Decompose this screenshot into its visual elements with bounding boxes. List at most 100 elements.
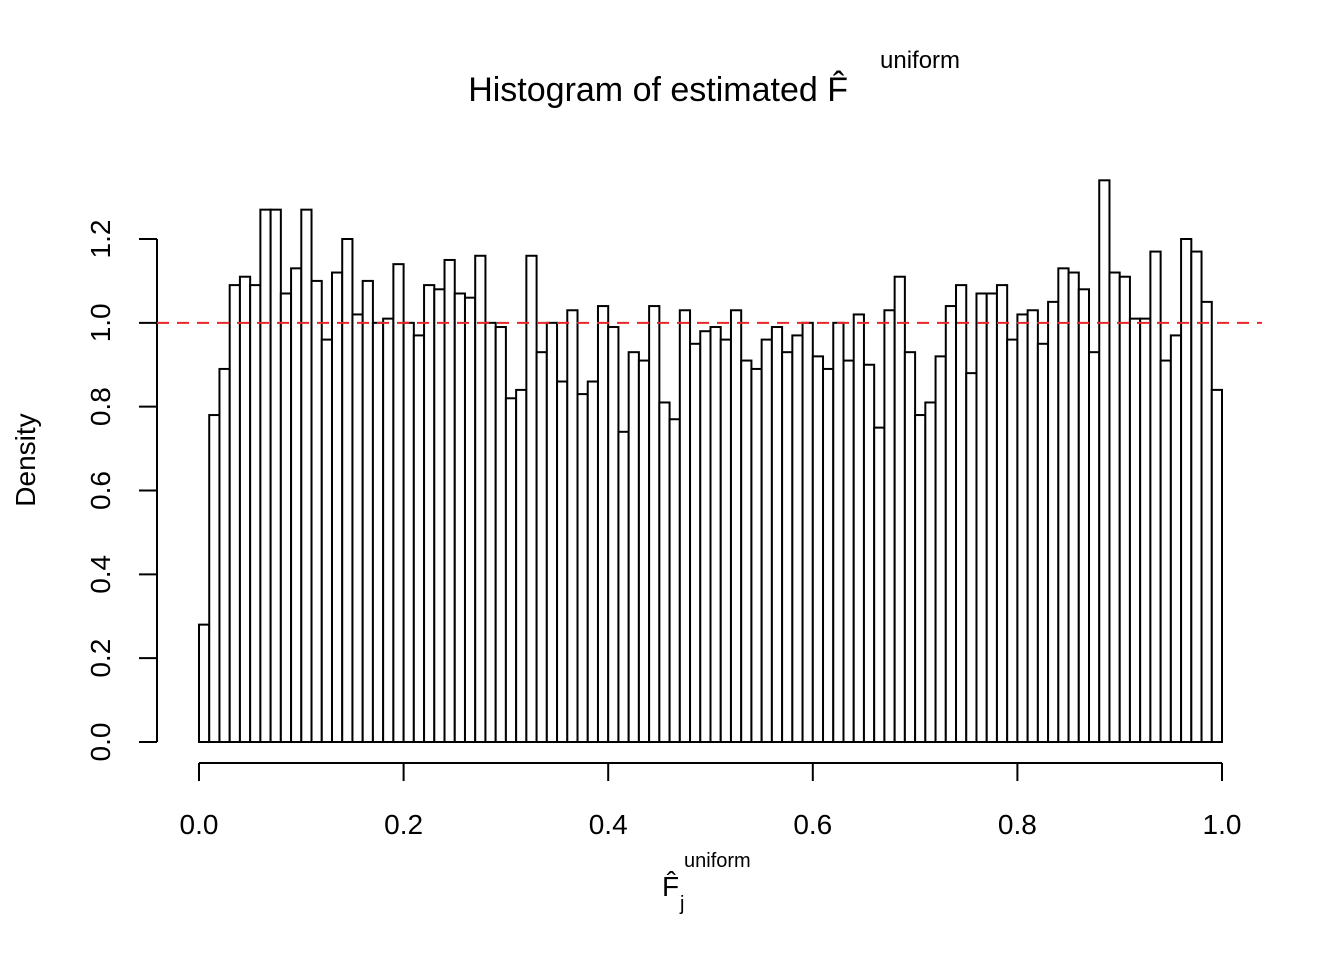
y-axis-label: Density (10, 413, 41, 506)
chart-title-superscript: uniform (880, 47, 960, 74)
bar (1169, 334, 1183, 743)
bar (443, 258, 456, 743)
bar (463, 296, 477, 743)
bar (1088, 351, 1101, 743)
bar (811, 355, 825, 743)
bar (607, 326, 620, 743)
bar (852, 313, 865, 743)
bar (842, 359, 855, 743)
bar (269, 208, 282, 744)
bar (719, 338, 732, 743)
bar (832, 321, 845, 743)
y-tick-label: 0.6 (85, 471, 116, 510)
x-tick-label: 0.4 (589, 809, 628, 840)
bar (238, 275, 252, 743)
x-tick-label: 0.6 (793, 809, 832, 840)
bar (504, 397, 518, 743)
bar (402, 321, 415, 743)
bar (208, 414, 221, 743)
bar (525, 254, 538, 743)
bar (279, 292, 293, 743)
bar (392, 263, 405, 743)
y-tick-label: 0.0 (85, 723, 116, 762)
bar (351, 313, 364, 743)
bar (760, 338, 773, 743)
bar (934, 355, 947, 743)
bar (423, 284, 436, 743)
bar (617, 430, 630, 743)
bar (361, 279, 374, 743)
bar (729, 309, 743, 743)
bar (699, 330, 712, 743)
bar (535, 351, 548, 743)
bar (1159, 359, 1172, 743)
bar (648, 305, 661, 743)
bar (556, 380, 569, 743)
bar (1036, 342, 1050, 743)
bar (822, 367, 835, 743)
bar (1067, 271, 1080, 743)
bar (1026, 309, 1039, 743)
x-tick-label: 0.0 (180, 809, 219, 840)
chart-title: Histogram of estimated F̂ (468, 70, 848, 109)
bar (1006, 338, 1019, 743)
bar (750, 367, 763, 743)
bar (893, 275, 906, 743)
bar (995, 284, 1009, 743)
bar (586, 380, 599, 743)
bar (453, 292, 466, 743)
bar (1077, 288, 1091, 743)
bar (709, 326, 722, 743)
bar (474, 254, 487, 743)
bar (678, 309, 692, 743)
bar (545, 321, 559, 743)
x-axis-label-subscript: j (679, 893, 684, 915)
x-axis-label-superscript: uniform (684, 850, 751, 872)
bar (944, 305, 958, 743)
bar (791, 334, 804, 743)
bar (1190, 250, 1203, 743)
bar (341, 238, 354, 743)
bar (1098, 179, 1111, 744)
bar (801, 321, 814, 743)
bar (924, 401, 937, 743)
bar (576, 393, 589, 743)
bar (259, 208, 272, 744)
bar (658, 401, 671, 743)
x-tick-label: 1.0 (1203, 809, 1242, 840)
y-tick-label: 1.2 (85, 220, 116, 259)
y-tick-label: 0.4 (85, 555, 116, 594)
x-tick-label: 0.8 (998, 809, 1037, 840)
y-tick-label: 0.8 (85, 387, 116, 426)
bar (484, 321, 497, 743)
bar (596, 305, 610, 743)
bar (566, 309, 579, 743)
bar (494, 326, 507, 743)
x-tick-label: 0.2 (384, 809, 423, 840)
bar (1210, 388, 1224, 743)
bar (883, 309, 896, 743)
x-axis-label: F̂ (662, 871, 679, 902)
bar (330, 271, 344, 743)
bar (965, 372, 978, 743)
bar (382, 317, 395, 743)
bar (218, 367, 231, 743)
bar (955, 284, 968, 743)
bar (985, 292, 998, 743)
bar (515, 388, 528, 743)
y-tick-label: 0.2 (85, 639, 116, 678)
bar (689, 342, 702, 743)
bar (740, 359, 753, 743)
bar (975, 292, 988, 743)
bar (290, 267, 303, 743)
bar (228, 284, 241, 743)
bar (1180, 238, 1193, 743)
bar (1200, 300, 1213, 743)
bar (770, 326, 784, 743)
bar (1016, 313, 1029, 743)
bar (668, 418, 681, 743)
bar (1047, 300, 1060, 743)
bar (320, 338, 333, 743)
bar (873, 426, 886, 743)
